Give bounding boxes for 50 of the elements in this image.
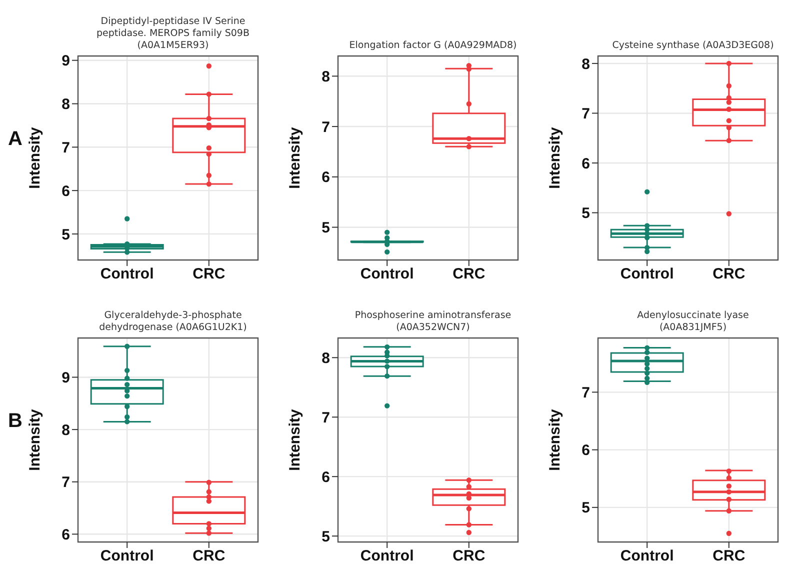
y-tick-label: 5 [322, 528, 330, 546]
y-tick-label: 7 [62, 474, 70, 492]
text: B [8, 410, 22, 433]
x-tick-label: Control [100, 266, 154, 283]
y-tick-label: 5 [582, 205, 590, 222]
x-tick-label: Control [620, 266, 674, 283]
x-tick-label: CRC [192, 548, 226, 565]
y-axis-title: Intensity [26, 126, 44, 189]
y-tick-label: 9 [62, 370, 70, 387]
y-tick-label: 7 [62, 139, 70, 156]
x-tick-label: Control [360, 266, 414, 283]
y-tick-label: 5 [62, 226, 70, 244]
y-tick-label: 6 [322, 169, 330, 186]
y-tick-label: 8 [62, 422, 70, 439]
x-tick-label: CRC [452, 548, 486, 565]
y-axis-title: Intensity [546, 408, 564, 471]
chart-title: Elongation factor G (A0A929MAD8) [348, 39, 518, 52]
x-tick-label: Control [100, 548, 154, 565]
chart-title: Dipeptidyl-peptidase IV Serine peptidase. MEROPS family S09B (A0A1M5ER93) [96, 15, 250, 52]
y-tick-label: 8 [322, 350, 330, 367]
chart-title: Glyceraldehyde-3-phosphate dehydrogenase (A0A6G1U2K1) [98, 309, 248, 334]
y-tick-label: 6 [62, 182, 70, 200]
y-tick-label: 7 [582, 384, 590, 402]
y-axis-title: Intensity [546, 126, 564, 189]
y-tick-label: 8 [322, 68, 330, 86]
x-tick-label: CRC [192, 266, 226, 283]
text: A [8, 128, 22, 151]
y-tick-label: 8 [62, 96, 70, 114]
y-tick-label: 5 [322, 220, 330, 237]
y-axis-title: Intensity [286, 126, 304, 189]
y-tick-label: 9 [62, 52, 70, 70]
y-tick-label: 5 [582, 500, 590, 517]
x-tick-label: Control [360, 548, 414, 565]
x-tick-label: CRC [452, 266, 486, 283]
chart-title: Phosphoserine aminotransferase (A0A352WCN7) [354, 309, 512, 334]
y-tick-label: 6 [582, 155, 590, 172]
chart-title: Adenylosuccinate lyase (A0A831JMF5) [636, 309, 750, 334]
x-tick-label: Control [620, 548, 674, 565]
y-tick-label: 8 [582, 56, 590, 73]
y-axis-title: Intensity [286, 408, 304, 471]
y-tick-label: 6 [582, 442, 590, 460]
y-tick-label: 6 [62, 526, 70, 544]
y-tick-label: 6 [322, 468, 330, 486]
x-tick-label: CRC [712, 548, 746, 565]
x-tick-label: CRC [712, 266, 746, 283]
y-tick-label: 7 [322, 409, 330, 426]
y-axis-title: Intensity [26, 408, 44, 471]
y-tick-label: 7 [322, 118, 330, 136]
chart-title: Cysteine synthase (A0A3D3EG08) [611, 39, 775, 52]
y-tick-label: 7 [582, 106, 590, 123]
